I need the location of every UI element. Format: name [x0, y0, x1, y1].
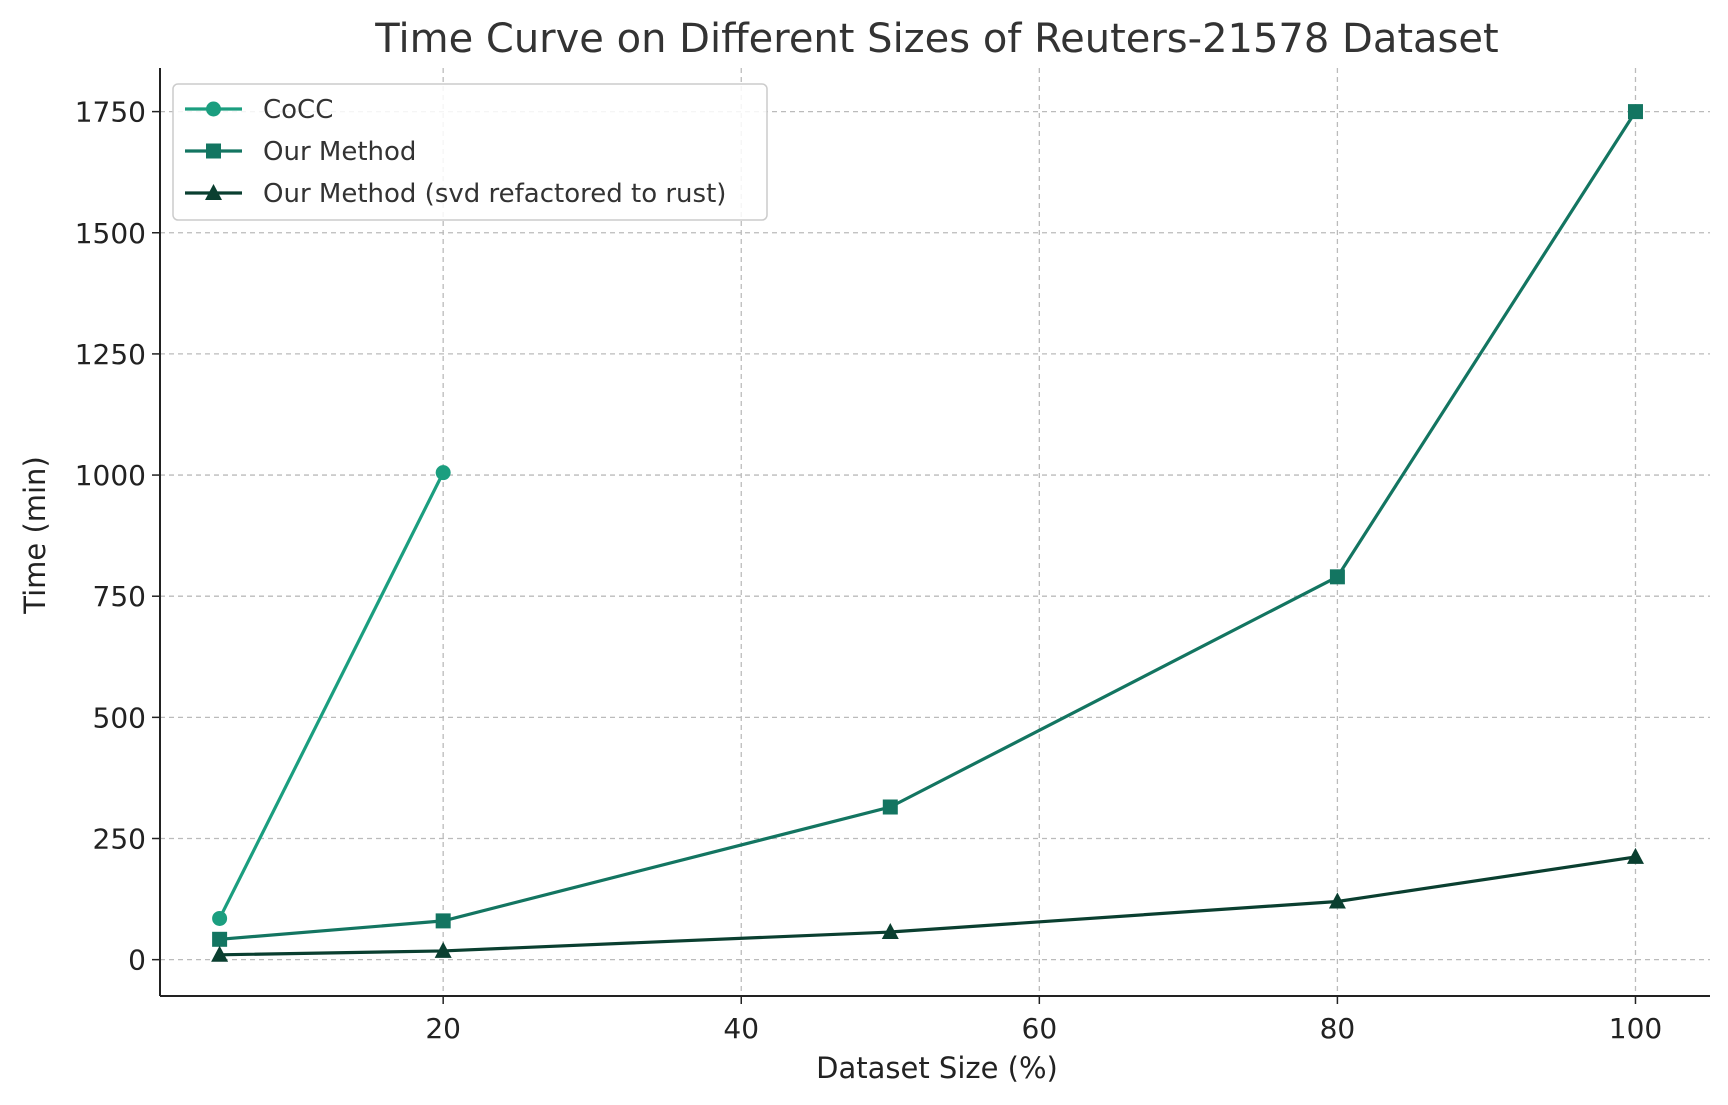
x-tick-label: 40 [723, 1012, 759, 1045]
data-point [1626, 847, 1644, 864]
data-point [435, 465, 451, 481]
legend-box [172, 83, 768, 221]
data-point [1328, 892, 1346, 909]
y-tick-label: 500 [93, 701, 146, 734]
legend: CoCC Our Method Our Method (svd refactored… [172, 83, 768, 221]
y-tick-label: 1750 [75, 96, 146, 129]
series-1 [212, 104, 1643, 947]
x-axis-label: Dataset Size (%) [816, 1051, 1058, 1085]
x-tick-label: 60 [1022, 1012, 1058, 1045]
series-2 [211, 847, 1644, 962]
x-tick-label: 20 [425, 1012, 461, 1045]
series-0 [212, 465, 451, 926]
series [211, 104, 1644, 962]
legend-label: Our Method (svd refactored to rust) [263, 179, 726, 209]
legend-entry: Our Method (svd refactored to rust) [185, 179, 726, 209]
y-tick-label: 1500 [75, 217, 146, 250]
data-point [212, 910, 228, 926]
y-tick-label: 750 [93, 580, 146, 613]
data-point [881, 923, 899, 940]
y-tick-label: 0 [128, 944, 146, 977]
data-point [435, 913, 451, 929]
data-point [1627, 104, 1643, 120]
legend-label: CoCC [263, 95, 333, 125]
legend-entry: Our Method [185, 137, 416, 167]
legend-swatch-marker [206, 143, 221, 159]
series-line [218, 471, 445, 920]
ticks: 0 250 500 750 1000 1250 1500 1750 20 40 60 80 100 [75, 96, 1662, 1045]
data-point [211, 945, 229, 962]
x-tick-label: 80 [1320, 1012, 1356, 1045]
legend-entry: CoCC [185, 95, 333, 125]
series-line [219, 110, 1637, 941]
y-tick-label: 1250 [75, 338, 146, 371]
y-tick-label: 250 [93, 823, 146, 856]
y-tick-label: 1000 [75, 459, 146, 492]
data-point [434, 941, 452, 958]
grid [160, 68, 1710, 996]
chart-title: Time Curve on Different Sizes of Reuters… [374, 16, 1498, 62]
y-axis-label: Time (min) [18, 456, 52, 615]
axes [159, 68, 1710, 997]
series-line [219, 855, 1636, 957]
x-tick-label: 100 [1609, 1012, 1662, 1045]
data-point [882, 799, 898, 815]
legend-swatch-marker [206, 101, 221, 117]
data-point [1329, 569, 1345, 585]
legend-swatch-marker [205, 184, 222, 200]
data-point [212, 931, 228, 947]
legend-label: Our Method [263, 137, 416, 167]
